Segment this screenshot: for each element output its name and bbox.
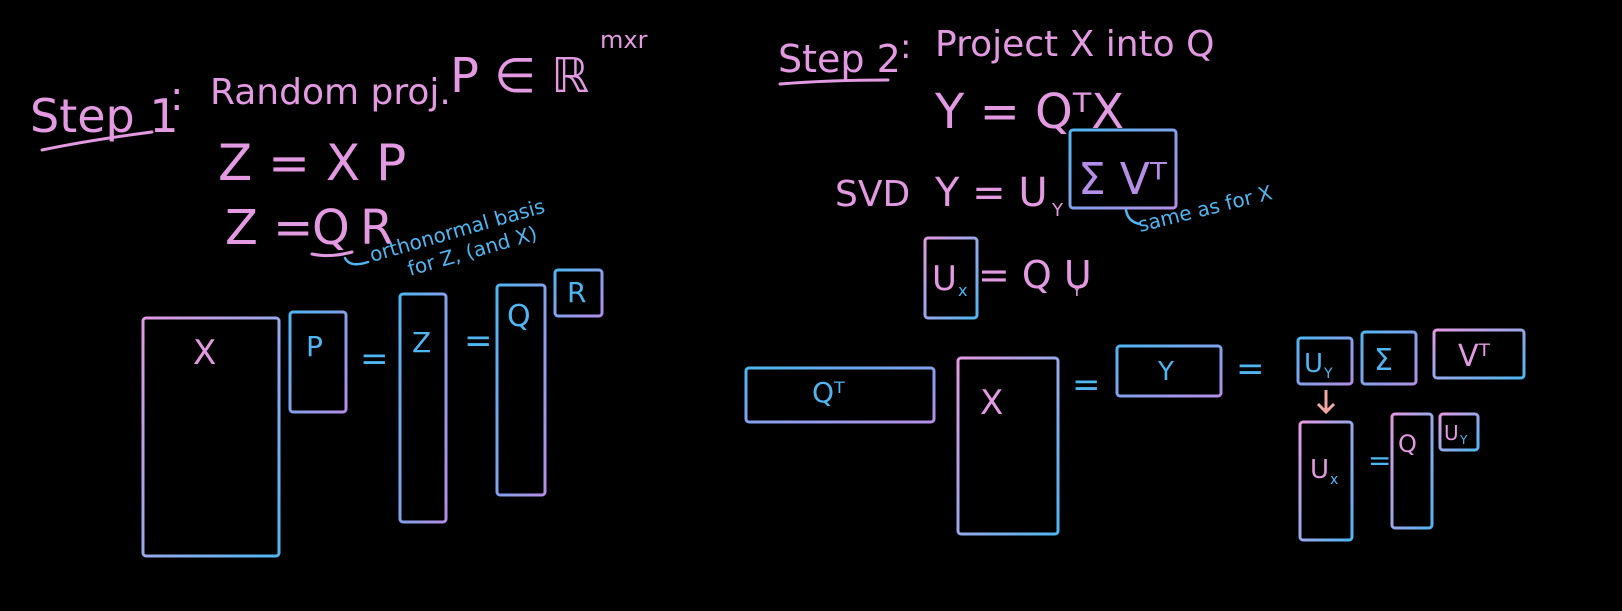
step2-matrix-diagram: Qᵀ X = Y = U Y Σ Vᵀ U x = Q U Y (744, 328, 1526, 542)
q-matrix-box (495, 283, 547, 497)
step2-svd-label: SVD (835, 174, 910, 215)
ux-matrix-sub: x (1330, 472, 1338, 488)
vt-matrix-box (1432, 328, 1526, 380)
arrow-head-icon (1316, 402, 1336, 415)
x-matrix-label: X (193, 333, 216, 373)
qt-matrix-box (744, 366, 936, 424)
p-matrix-label: P (306, 330, 323, 363)
step1-eq1: Z = X P (218, 134, 406, 192)
ux-matrix-box (1298, 420, 1354, 542)
x-matrix-box (141, 316, 281, 558)
step1-title: Step 1 (30, 89, 179, 143)
uy-matrix-box (1296, 336, 1354, 386)
step1-colon: : (170, 74, 183, 120)
step1-underline (40, 130, 154, 152)
r-matrix-label: R (567, 276, 586, 309)
step1-note-pointer (343, 256, 370, 266)
svd-sigma-vt-box (1068, 128, 1178, 210)
ux-eq-rhs: = Q U (978, 253, 1092, 297)
step1-p-in-r: P ∈ ℝ (450, 48, 589, 104)
y-matrix-box (1115, 344, 1223, 398)
z-matrix-box (398, 292, 448, 524)
step1-diagram-eq1: = (360, 339, 389, 379)
step2-svd-lhs: Y = U (934, 170, 1048, 216)
step2-eq-y: Y = QᵀX (934, 84, 1124, 140)
step2-underline (778, 78, 890, 86)
p-matrix-box (288, 310, 348, 414)
r-matrix-box (553, 268, 604, 318)
sigma-matrix-box (1360, 330, 1418, 386)
q2-matrix-box (1390, 412, 1434, 530)
step2-diagram-eq3: = (1368, 444, 1391, 477)
ux-matrix-label: U (1310, 455, 1329, 485)
step2-diagram-eq2: = (1236, 349, 1265, 389)
ux-eq-sub: x (958, 281, 967, 300)
step2-desc: Project X into Q (935, 24, 1214, 65)
ux-eq-label: U (932, 259, 957, 299)
step1-desc: Random proj. (210, 72, 451, 113)
y-matrix-label: Y (1157, 357, 1174, 387)
step1-eq2-lhs: Z = (225, 200, 313, 256)
uy-matrix-sub: Y (1323, 366, 1333, 382)
uy2-matrix-box (1438, 412, 1480, 452)
ux-eq-rhs-sub: Y (1071, 281, 1082, 300)
uy2-matrix-label: U (1444, 421, 1459, 445)
step2-svd-sub: Y (1051, 200, 1064, 221)
svd-sigma-vt-label: Σ Vᵀ (1078, 154, 1168, 205)
step2-diagram-eq1: = (1072, 365, 1101, 405)
step1-dims: mxr (600, 26, 648, 54)
uy-matrix-label: U (1304, 349, 1323, 379)
ux-eq-box (923, 236, 979, 320)
step1-diagram-eq2: = (464, 321, 493, 361)
q-matrix-label: Q (507, 299, 531, 334)
x2-matrix-label: X (980, 383, 1003, 423)
step2-colon: : (900, 27, 911, 67)
step1-section: Step 1 : Random proj. P ∈ ℝ mxr Z = X P … (30, 26, 648, 558)
q2-matrix-label: Q (1398, 430, 1417, 458)
x2-matrix-box (956, 356, 1060, 536)
step2-section: Step 2 : Project X into Q Y = QᵀX SVD Y … (744, 24, 1526, 542)
uy2-matrix-sub: Y (1459, 433, 1468, 447)
step1-q-underline (310, 250, 354, 258)
step1-eq2-r: R (360, 200, 393, 256)
step1-matrix-diagram: X P = Z = Q R (141, 268, 604, 558)
step1-eq2-q: Q (312, 200, 350, 256)
step2-title: Step 2 (778, 37, 901, 81)
vt-matrix-label: Vᵀ (1458, 339, 1491, 374)
sigma-matrix-label: Σ (1374, 343, 1393, 378)
z-matrix-label: Z (412, 326, 431, 359)
svd-note-pointer (1124, 208, 1142, 226)
qt-matrix-label: Qᵀ (812, 376, 845, 409)
